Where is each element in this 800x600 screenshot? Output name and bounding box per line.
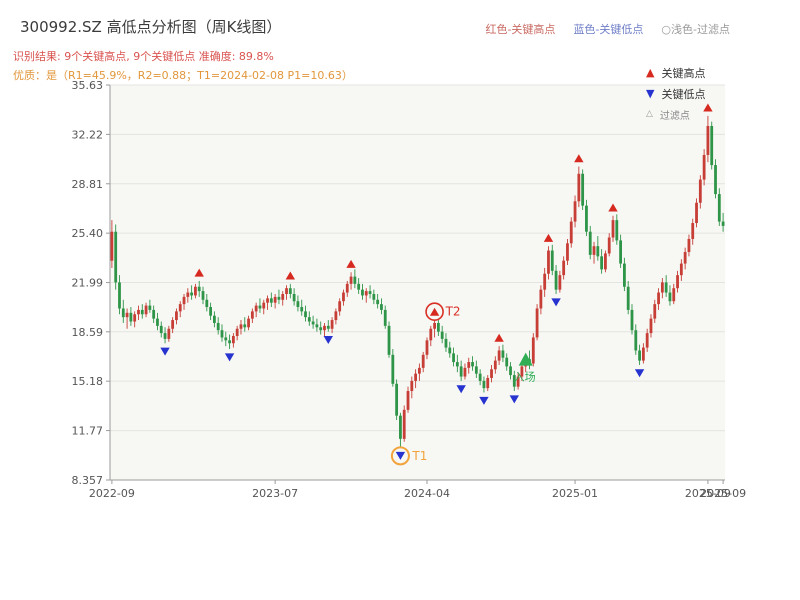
page-title: 300992.SZ 高低点分析图（周K线图） [20,18,282,36]
top-legend: 红色-关键高点 蓝色-关键低点 ○浅色-过滤点 [485,21,730,37]
up-triangle-icon: ▲ [646,66,655,79]
t2-circle-annotation [425,302,444,322]
axes-layer: 8.357 11.77 15.18 18.59 21.99 25.40 28.81 32.22… [72,79,747,500]
key-low-marker [479,396,489,405]
x-tick-label: 2025-09 [700,487,746,500]
key-low-marker [634,369,645,378]
legend-item-filter: △ 过滤点 [646,104,705,125]
key-low-marker [395,451,406,460]
key-high-marker [429,307,440,316]
t1-label: T1 [411,449,427,463]
entry-marker [518,352,533,366]
key-high-marker [608,203,618,212]
y-tick-label: 15.18 [72,375,104,388]
legend-item-key-low: ▼ 关键低点 [646,83,705,104]
y-tick-label: 8.357 [72,474,104,487]
y-tick-label: 32.22 [72,128,104,141]
y-tick-label: 11.77 [72,425,104,438]
y-tick-label: 25.40 [72,227,104,240]
y-tick-label: 18.59 [72,326,104,339]
key-low-marker [456,385,466,394]
x-tick-label: 2022-09 [89,487,135,500]
key-low-marker [551,298,561,307]
x-tick-label: 2025-01 [552,487,598,500]
quality-result-text: 优质：是（R1=45.9%，R2=0.88；T1=2024-02-08 P1=1… [13,69,353,82]
key-high-marker [194,268,204,277]
annotations-layer: T1 T2 入场 [390,302,536,466]
down-triangle-icon: ▼ [646,87,655,100]
y-tick-label: 28.81 [72,178,104,191]
key-low-marker [160,347,170,356]
top-legend-key-low: 蓝色-关键低点 [573,23,644,36]
key-low-marker [224,353,235,362]
entry-label: 入场 [514,370,536,384]
hollow-triangle-icon: △ [646,109,653,119]
legend-item-key-high: ▲ 关键高点 [646,62,705,83]
t1-circle-annotation [390,446,410,466]
legend-label: 关键低点 [661,87,706,101]
y-tick-label: 21.99 [72,277,104,290]
key-high-markers [194,103,713,342]
key-high-marker [346,259,356,268]
key-high-marker [494,333,504,342]
key-low-markers [160,298,645,460]
recognition-result-text: 识别结果: 9个关键高点, 9个关键低点 准确度: 89.8% [13,50,274,63]
x-tick-label: 2024-04 [404,487,450,500]
top-legend-key-high: 红色-关键高点 [485,23,556,36]
key-high-marker [574,154,584,163]
plot-legend: ▲ 关键高点 ▼ 关键低点 △ 过滤点 [646,62,705,125]
key-high-marker [285,271,296,280]
t2-label: T2 [445,305,461,319]
key-high-marker [543,233,554,242]
candles-layer [110,115,725,448]
key-high-marker [703,103,713,112]
legend-label: 关键高点 [661,66,706,80]
x-tick-label: 2025-09 [685,487,731,500]
top-legend-filter: ○浅色-过滤点 [661,23,730,36]
legend-label: 过滤点 [659,111,690,122]
y-tick-label: 35.63 [72,79,104,92]
x-tick-label: 2023-07 [252,487,298,500]
key-low-marker [323,335,333,344]
key-low-marker [509,395,520,404]
